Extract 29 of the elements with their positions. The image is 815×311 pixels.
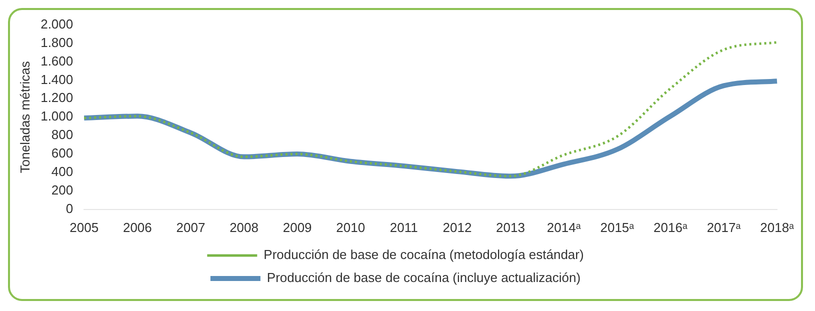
y-tick-label: 600	[51, 146, 74, 161]
y-tick-label: 0	[66, 200, 74, 216]
y-tick-label: 1.800	[40, 34, 74, 50]
x-tick-label: 2009	[282, 220, 312, 235]
y-tick-label: 1.400	[40, 72, 74, 87]
y-tick-label: 1.000	[40, 108, 74, 124]
legend-label: Producción de base de cocaína (metodología estándar)	[264, 247, 584, 262]
x-tick-label: 2013	[496, 220, 525, 235]
y-tick-label: 1.200	[40, 90, 74, 106]
y-tick-label: 800	[51, 127, 74, 142]
x-tick-label: 2012	[442, 220, 472, 235]
x-tick-label: 2008	[230, 220, 258, 235]
x-tick-label: 2018ᵃ	[760, 220, 794, 235]
x-tick-label: 2014ᵃ	[546, 220, 581, 235]
y-tick-label: 1.600	[40, 53, 74, 68]
x-tick-label: 2010	[336, 220, 366, 235]
y-tick-label: 2.000	[40, 16, 74, 32]
line-series	[82, 41, 778, 178]
y-tick-label: 200	[51, 182, 74, 198]
x-tick-label: 2015ᵃ	[600, 220, 634, 235]
x-tick-label: 2017ᵃ	[706, 220, 741, 235]
x-tick-label: 2016ᵃ	[654, 220, 688, 235]
x-tick-label: 2005	[70, 220, 99, 235]
x-tick-label: 2007	[176, 220, 206, 235]
legend-label: Producción de base de cocaína (incluye actualización)	[266, 270, 581, 286]
y-tick-label: 400	[51, 164, 74, 180]
y-axis-title: Toneladas métricas	[17, 60, 32, 174]
x-tick-label: 2011	[390, 220, 418, 235]
x-tick-label: 2006	[122, 220, 152, 235]
